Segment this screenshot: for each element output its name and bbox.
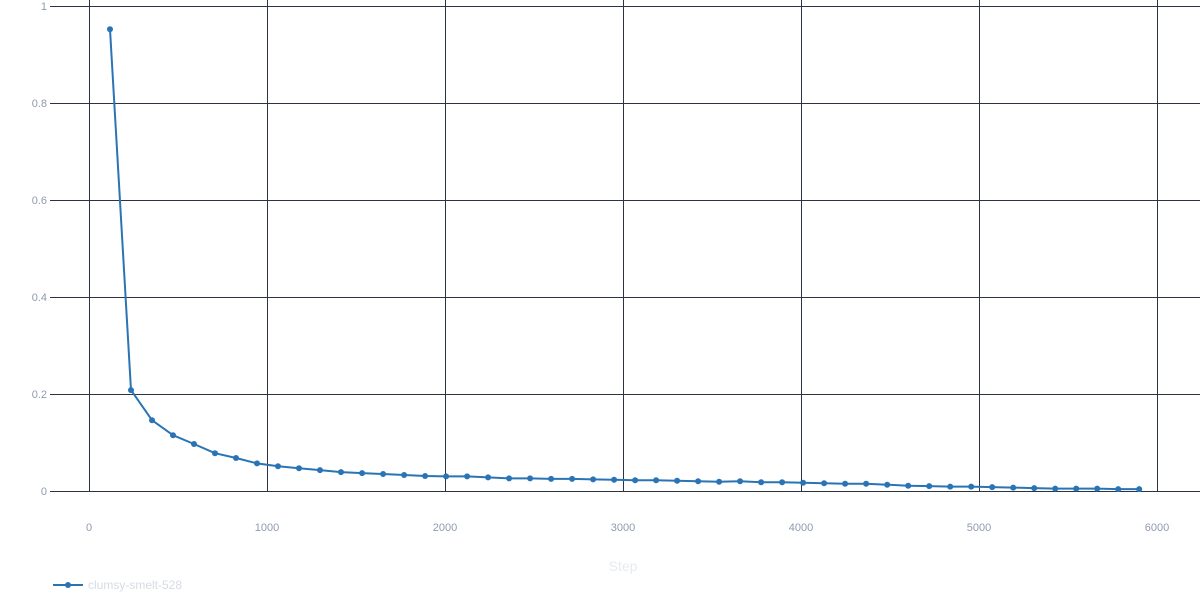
data-point[interactable]: [779, 479, 786, 486]
data-point[interactable]: [464, 473, 471, 480]
x-grid-lines: [89, 0, 1158, 491]
x-tick-label: 6000: [1145, 522, 1169, 534]
data-point[interactable]: [1073, 485, 1080, 492]
y-tick-label: 0.8: [32, 98, 47, 110]
data-point[interactable]: [947, 483, 954, 490]
data-point[interactable]: [275, 463, 281, 470]
y-tick-labels: 0 0.2 0.4 0.6 0.8 1: [32, 1, 47, 498]
x-tick-labels: 0 1000 2000 3000 4000 5000 6000: [86, 522, 1169, 534]
series-layer: [107, 26, 1143, 493]
data-point[interactable]: [611, 476, 618, 483]
series-line: [109, 29, 1140, 491]
data-point[interactable]: [1052, 485, 1059, 492]
data-point[interactable]: [359, 470, 366, 477]
data-point[interactable]: [842, 480, 849, 487]
data-point[interactable]: [401, 472, 408, 478]
data-point[interactable]: [380, 471, 387, 477]
data-point[interactable]: [485, 474, 492, 481]
x-tick-label: 2000: [433, 522, 457, 534]
data-point[interactable]: [653, 477, 660, 484]
x-tick-label: 1000: [255, 522, 279, 534]
y-tick-label: 0: [41, 486, 47, 498]
legend[interactable]: clumsy-smelt-528: [53, 578, 182, 592]
data-point[interactable]: [1094, 485, 1101, 492]
data-point[interactable]: [1031, 485, 1038, 492]
y-tick-label: 0.6: [32, 195, 47, 207]
legend-marker-swatch: [65, 582, 71, 588]
x-axis-title: Step: [609, 558, 638, 574]
y-tick-label: 1: [41, 1, 47, 13]
data-point[interactable]: [884, 481, 891, 488]
data-point[interactable]: [170, 432, 176, 439]
x-tick-label: 5000: [967, 522, 991, 534]
data-point[interactable]: [632, 477, 639, 484]
data-point[interactable]: [296, 465, 302, 472]
data-point[interactable]: [128, 387, 134, 394]
data-point[interactable]: [695, 478, 702, 485]
data-point[interactable]: [1115, 486, 1122, 493]
data-point[interactable]: [422, 473, 429, 479]
data-point[interactable]: [926, 483, 933, 490]
data-point[interactable]: [338, 469, 344, 476]
data-point[interactable]: [527, 475, 534, 482]
data-point[interactable]: [548, 475, 555, 482]
data-point[interactable]: [254, 460, 260, 467]
data-point[interactable]: [443, 473, 450, 480]
data-point[interactable]: [191, 441, 197, 447]
data-point[interactable]: [758, 479, 765, 486]
data-point[interactable]: [989, 484, 996, 491]
legend-series-label: clumsy-smelt-528: [88, 578, 182, 592]
data-point[interactable]: [212, 450, 218, 457]
data-point[interactable]: [149, 417, 155, 424]
data-point[interactable]: [821, 480, 828, 487]
data-point[interactable]: [863, 480, 870, 487]
data-point[interactable]: [716, 478, 723, 485]
data-point[interactable]: [1010, 484, 1017, 491]
y-grid-lines: [50, 6, 1200, 492]
data-point[interactable]: [737, 478, 744, 485]
data-point[interactable]: [569, 475, 576, 482]
data-point[interactable]: [674, 477, 681, 484]
data-point[interactable]: [968, 483, 975, 490]
data-point[interactable]: [590, 476, 597, 483]
y-tick-label: 0.4: [32, 292, 47, 304]
x-tick-label: 3000: [611, 522, 635, 534]
data-point[interactable]: [506, 475, 513, 482]
data-point[interactable]: [905, 482, 912, 489]
data-point[interactable]: [233, 455, 239, 461]
data-point[interactable]: [800, 479, 807, 486]
x-tick-label: 0: [86, 522, 92, 534]
data-point[interactable]: [317, 467, 323, 474]
y-tick-label: 0.2: [32, 389, 47, 401]
data-point[interactable]: [1136, 486, 1143, 493]
x-tick-label: 4000: [789, 522, 813, 534]
data-point[interactable]: [107, 26, 113, 33]
